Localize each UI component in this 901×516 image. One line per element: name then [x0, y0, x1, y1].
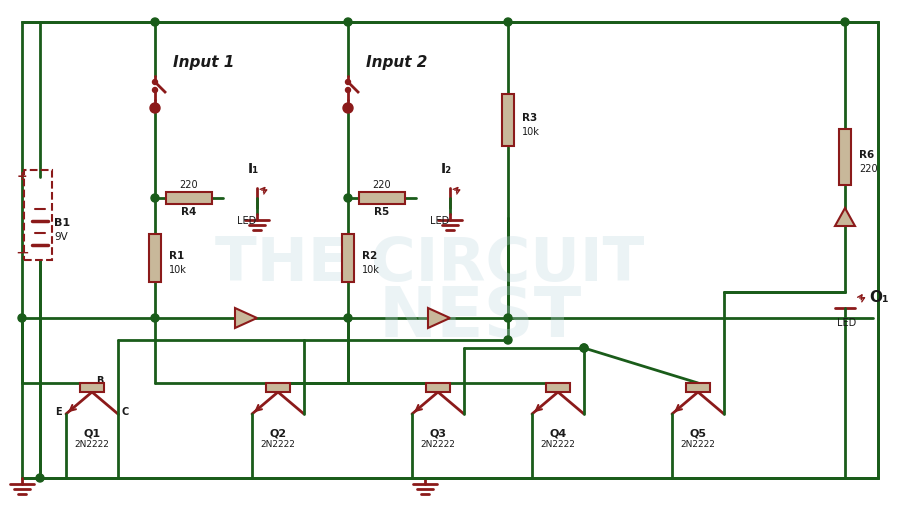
Circle shape [150, 103, 160, 113]
Text: C: C [122, 407, 129, 417]
Text: THE CIRCUIT: THE CIRCUIT [215, 235, 645, 295]
Text: R1: R1 [169, 251, 184, 261]
Text: E: E [55, 407, 62, 417]
Text: 9V: 9V [54, 232, 68, 242]
Text: 10k: 10k [362, 265, 380, 275]
Circle shape [152, 79, 158, 85]
Text: I₁: I₁ [248, 162, 259, 176]
Text: 220: 220 [179, 180, 198, 190]
Text: R3: R3 [522, 113, 537, 123]
Text: LED: LED [837, 318, 857, 328]
Bar [80, 383, 104, 392]
Circle shape [344, 314, 352, 322]
Circle shape [151, 194, 159, 202]
Text: 2N2222: 2N2222 [75, 440, 109, 449]
Bar [426, 383, 450, 392]
Text: LED: LED [431, 216, 450, 226]
Circle shape [344, 194, 352, 202]
Text: 10k: 10k [522, 127, 540, 137]
Bar [24, 170, 52, 260]
Polygon shape [428, 308, 450, 328]
Bar [149, 234, 161, 282]
Text: Q2: Q2 [269, 428, 287, 438]
Text: Q1: Q1 [84, 428, 101, 438]
Bar [502, 94, 514, 146]
Text: 2N2222: 2N2222 [260, 440, 296, 449]
Text: 2N2222: 2N2222 [421, 440, 455, 449]
Text: NEST: NEST [378, 284, 582, 351]
Text: R5: R5 [375, 207, 389, 217]
Circle shape [151, 18, 159, 26]
Text: B1: B1 [54, 218, 70, 228]
Text: 10k: 10k [169, 265, 187, 275]
Text: 2N2222: 2N2222 [680, 440, 715, 449]
Text: I₂: I₂ [441, 162, 451, 176]
Circle shape [151, 314, 159, 322]
Bar [686, 383, 710, 392]
Bar [22, 22, 878, 478]
Circle shape [504, 18, 512, 26]
Text: Input 1: Input 1 [173, 55, 234, 70]
Circle shape [841, 18, 849, 26]
Text: −: − [15, 244, 29, 262]
Bar [546, 383, 570, 392]
Text: Input 2: Input 2 [366, 55, 427, 70]
Bar [839, 129, 851, 185]
Bar [266, 383, 290, 392]
Bar [342, 234, 354, 282]
Text: 220: 220 [859, 164, 878, 174]
Text: 220: 220 [373, 180, 391, 190]
Text: Q5: Q5 [689, 428, 706, 438]
Text: 2N2222: 2N2222 [541, 440, 576, 449]
Circle shape [504, 314, 512, 322]
Text: R4: R4 [181, 207, 196, 217]
Text: R6: R6 [859, 150, 874, 160]
Text: Q4: Q4 [550, 428, 567, 438]
Text: LED: LED [237, 216, 257, 226]
Circle shape [18, 314, 26, 322]
Circle shape [36, 474, 44, 482]
Circle shape [504, 336, 512, 344]
Circle shape [345, 88, 350, 92]
Text: R2: R2 [362, 251, 378, 261]
Circle shape [344, 18, 352, 26]
Text: O₁: O₁ [869, 289, 888, 304]
Text: Q3: Q3 [430, 428, 447, 438]
Circle shape [580, 344, 588, 352]
Text: +: + [17, 170, 27, 184]
Circle shape [152, 88, 158, 92]
Circle shape [345, 79, 350, 85]
Polygon shape [235, 308, 257, 328]
Bar [166, 192, 212, 204]
Polygon shape [835, 208, 855, 226]
Circle shape [343, 103, 353, 113]
Circle shape [580, 344, 588, 352]
Bar [359, 192, 405, 204]
Text: B: B [96, 376, 104, 386]
